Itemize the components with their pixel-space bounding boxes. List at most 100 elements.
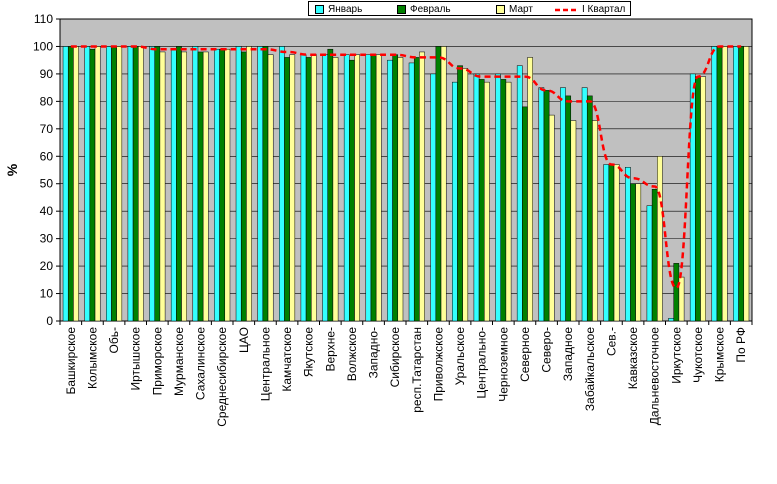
bar	[565, 95, 572, 322]
x-tick-label: Чукотское	[691, 327, 705, 383]
series-line	[70, 45, 742, 290]
bar	[106, 46, 112, 322]
legend: Январь Февраль Март I Квартал	[308, 1, 631, 16]
bar	[224, 48, 231, 322]
y-tick-label: 60	[40, 149, 54, 163]
x-tick-label: Иртышское	[129, 327, 143, 391]
legend-label-february: Февраль	[410, 4, 451, 15]
bar	[430, 73, 437, 322]
bar	[138, 46, 144, 322]
x-tick-label: Дальневосточное	[648, 327, 662, 426]
y-tick-label: 20	[40, 259, 54, 273]
bar	[375, 54, 382, 322]
y-tick-label: 30	[40, 232, 54, 246]
bar	[246, 46, 252, 322]
legend-swatch-february	[397, 5, 406, 14]
legend-item-quarter: I Квартал	[555, 3, 629, 16]
legend-swatch-january	[315, 5, 324, 14]
bar	[94, 46, 101, 322]
bar	[408, 62, 415, 322]
bar	[608, 164, 615, 322]
x-tick-label: Северо-	[540, 327, 554, 373]
bar	[327, 48, 334, 322]
x-tick-label: Приволжское	[431, 327, 445, 402]
bar	[586, 95, 593, 322]
bar	[262, 46, 269, 322]
bar	[132, 46, 139, 322]
bar	[354, 54, 360, 322]
bar	[267, 54, 274, 322]
bar	[62, 46, 69, 322]
bar	[495, 73, 501, 322]
bar	[500, 79, 507, 322]
y-axis-label: %	[4, 163, 21, 177]
bar	[311, 54, 317, 322]
x-tick-label: Верхне-	[323, 327, 337, 372]
x-tick-label: Приморское	[150, 327, 164, 396]
bar	[192, 46, 199, 322]
legend-label-march: Март	[509, 4, 533, 15]
x-tick-label: Волжское	[345, 327, 359, 382]
bar	[154, 46, 161, 322]
y-tick-label: 10	[40, 287, 54, 301]
bar	[419, 51, 425, 322]
bar	[289, 54, 296, 322]
bar	[67, 46, 74, 322]
bar	[181, 51, 187, 322]
y-tick-label: 40	[40, 204, 54, 218]
bar	[743, 46, 750, 322]
bar	[603, 164, 610, 322]
x-tick-label: ЦАО	[237, 327, 251, 353]
x-tick-label: Мурманское	[172, 327, 186, 396]
bar	[678, 276, 685, 322]
bar	[149, 46, 155, 322]
bar	[197, 51, 204, 322]
x-tick-label: Сев.-	[604, 327, 618, 356]
x-tick-label: Западное	[561, 327, 575, 381]
legend-swatch-march	[496, 5, 505, 14]
bar	[322, 54, 328, 322]
bar	[349, 59, 355, 322]
y-tick-label: 110	[34, 12, 53, 26]
y-tick-label: 70	[40, 122, 54, 136]
x-tick-label: Колымское	[85, 327, 99, 389]
bar	[716, 46, 723, 322]
bar	[257, 46, 264, 322]
bar	[235, 46, 242, 322]
x-tick-label: Якутское	[302, 327, 316, 377]
bar	[111, 46, 117, 322]
y-tick-label: 90	[40, 67, 54, 81]
x-tick-label: Обь-	[107, 327, 121, 353]
bar	[457, 65, 463, 322]
legend-item-january: Январь	[315, 3, 395, 16]
x-tick-label: По РФ	[734, 327, 748, 363]
bar	[700, 76, 706, 322]
bar	[214, 48, 220, 322]
bar	[668, 318, 674, 322]
bar	[159, 51, 166, 322]
bar	[440, 46, 447, 322]
legend-item-march: Март	[496, 3, 556, 16]
bar	[646, 205, 653, 322]
x-tick-label: Иркутское	[669, 327, 683, 384]
bar	[240, 51, 247, 322]
bar	[170, 48, 177, 322]
x-tick-label: Западно-	[367, 327, 381, 378]
legend-item-february: Февраль	[397, 3, 489, 16]
bar	[305, 57, 312, 322]
bar	[635, 183, 642, 322]
legend-label-quarter: I Квартал	[582, 4, 626, 15]
bar	[84, 46, 91, 322]
legend-label-january: Январь	[328, 4, 363, 15]
bar	[657, 156, 663, 322]
bar	[370, 54, 377, 322]
bar	[548, 114, 555, 322]
x-tick-label: Уральское	[453, 327, 467, 386]
bar	[695, 76, 701, 322]
bar	[630, 183, 636, 322]
bar	[387, 59, 393, 322]
bar	[462, 68, 469, 322]
bar	[392, 54, 399, 322]
